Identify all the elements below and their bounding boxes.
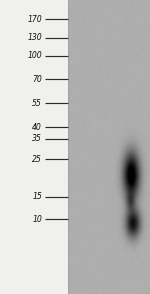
- Text: 170: 170: [27, 15, 42, 24]
- Text: 55: 55: [32, 99, 42, 108]
- Text: 130: 130: [27, 33, 42, 42]
- Bar: [0, 0, 68, 294]
- Text: 15: 15: [32, 193, 42, 201]
- Text: 25: 25: [32, 155, 42, 164]
- Text: 100: 100: [27, 51, 42, 60]
- Text: 40: 40: [32, 123, 42, 131]
- Text: 10: 10: [32, 215, 42, 223]
- Text: 70: 70: [32, 75, 42, 84]
- Text: 35: 35: [32, 134, 42, 143]
